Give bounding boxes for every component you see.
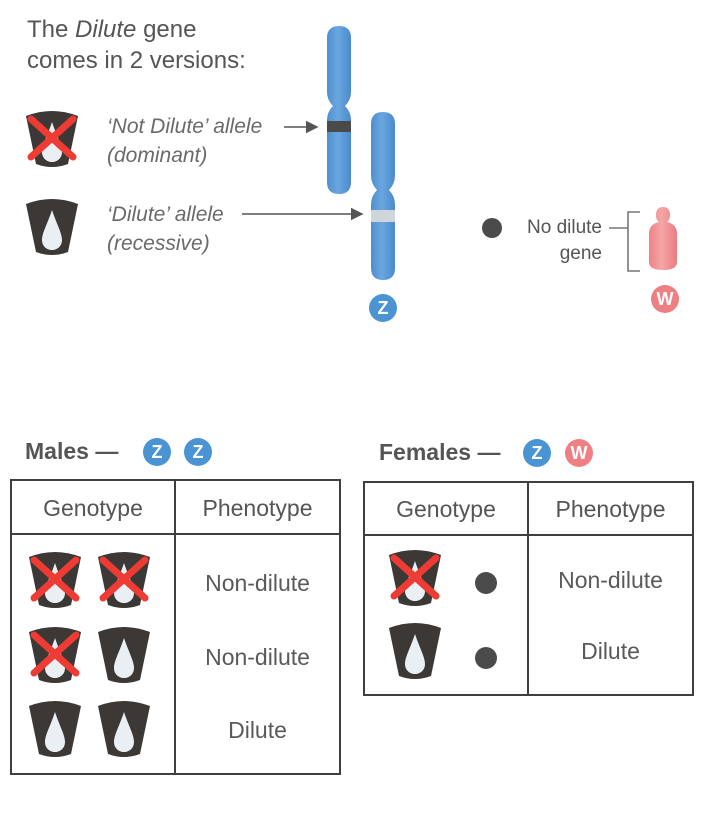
not-dilute-allele-icon (28, 548, 82, 610)
dilute-allele-icon (97, 623, 151, 685)
males-row2-phenotype: Non-dilute (176, 643, 339, 671)
males-z-badge-2: Z (184, 438, 212, 466)
females-title: Females — (379, 438, 500, 466)
no-dilute-line1: No dilute (505, 215, 602, 241)
no-dilute-line2: gene (505, 241, 602, 267)
males-row1-phenotype: Non-dilute (176, 569, 339, 597)
males-row3-phenotype: Dilute (176, 716, 339, 744)
no-gene-dot-icon (475, 572, 497, 594)
females-w-badge: W (565, 439, 593, 467)
females-phenotype-header: Phenotype (529, 495, 692, 523)
not-dilute-allele-icon (97, 548, 151, 610)
z-chromosome-2 (371, 112, 395, 280)
males-z-badge-1: Z (143, 438, 171, 466)
not-dilute-allele-icon (28, 623, 82, 685)
chromosome-diagram (0, 0, 702, 330)
dilute-allele-icon (388, 619, 442, 681)
males-phenotype-header: Phenotype (176, 494, 339, 522)
z-chromosome-1 (327, 26, 351, 194)
not-dilute-allele-icon (388, 546, 442, 608)
no-gene-dot-icon (475, 647, 497, 669)
males-title: Males — (25, 437, 118, 465)
females-z-badge: Z (523, 439, 551, 467)
no-gene-dot-icon (482, 218, 502, 238)
females-genotype-header: Genotype (365, 495, 527, 523)
females-row2-phenotype: Dilute (529, 637, 692, 665)
males-genotype-header: Genotype (12, 494, 174, 522)
no-dilute-gene-label: No dilute gene (505, 215, 602, 267)
females-row1-phenotype: Non-dilute (529, 566, 692, 594)
bracket (628, 212, 640, 271)
w-chromosome (649, 207, 677, 270)
z-chromosome-badge: Z (369, 294, 397, 322)
w-chromosome-badge: W (651, 285, 679, 313)
dilute-allele-icon (97, 697, 151, 759)
dilute-allele-icon (28, 697, 82, 759)
